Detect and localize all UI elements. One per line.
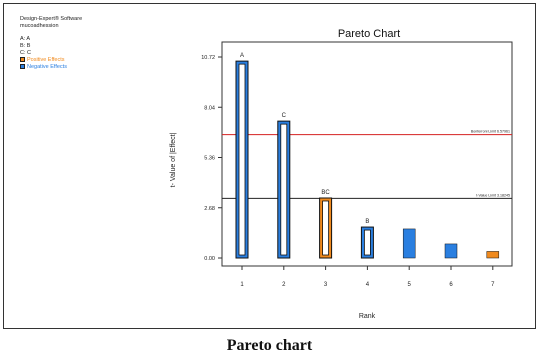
bar-2: C [277,113,291,259]
bar-4: B [360,219,374,259]
bar-5 [402,228,416,259]
bar-inner [363,229,371,256]
legend-positive-label: Positive Effects [27,57,65,63]
y-axis-label: t- Value of |Effect| [170,132,177,187]
x-tick-label: 2 [282,282,286,288]
chart-panel [3,3,536,329]
y-tick-label: 8.04 [204,105,215,111]
bar-label: BC [321,190,330,196]
pareto-chart: Pareto Chart Bonferroni Limit 6.57961 t-V… [170,28,513,320]
bar-3: BC [319,190,333,259]
x-tick-label: 7 [491,282,495,288]
bar-label: B [365,219,369,225]
bar-6 [444,243,458,259]
figure-caption: Pareto chart [226,337,313,354]
legend-negative-label: Negative Effects [27,64,67,70]
bar-inner [238,63,246,256]
factor-b: B: B [20,43,31,49]
chart-title: Pareto Chart [338,28,400,40]
bar-7 [486,251,500,259]
x-tick-label: 3 [324,282,328,288]
x-axis-label: Rank [359,313,376,320]
legend-negative: Negative Effects [20,64,82,71]
response-name: mucoadhession [20,23,59,29]
x-tick-label: 5 [408,282,412,288]
x-tick-label: 1 [240,282,244,288]
bar-fill [486,251,500,259]
y-tick-label: 5.36 [204,156,215,162]
t-value-limit-label: t-Value Limit 3.18245 [476,193,510,197]
positive-swatch-icon [20,57,25,62]
design-info: Design-Expert® Software mucoadhession A:… [20,16,82,71]
software-name: Design-Expert® Software [20,16,83,22]
bar-1: A [235,53,249,259]
factor-a: A: A [20,36,31,42]
y-tick-label: 0.00 [204,256,215,262]
x-tick-label: 6 [449,282,453,288]
bonferroni-limit-label: Bonferroni Limit 6.57961 [471,130,510,134]
bar-inner [322,200,330,256]
legend-positive: Positive Effects [20,57,82,64]
bar-inner [280,123,288,256]
y-tick-label: 10.72 [201,55,215,61]
bar-label: C [282,113,287,119]
factor-c: C: C [20,50,31,56]
bar-fill [444,243,458,259]
bar-label: A [240,53,244,59]
y-tick-label: 2.68 [204,206,215,212]
negative-swatch-icon [20,64,25,69]
bar-fill [402,228,416,259]
x-tick-label: 4 [366,282,370,288]
